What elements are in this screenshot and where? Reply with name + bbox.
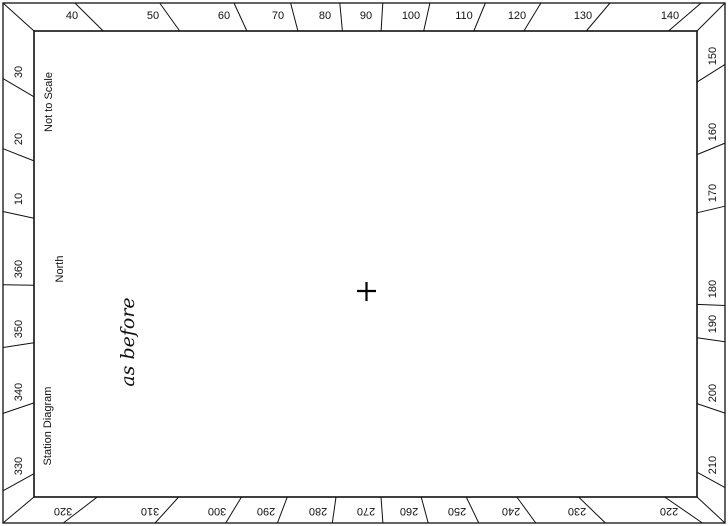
tick-label-170: 170 (707, 184, 719, 202)
degree-tick-labels: 40 50 60 70 80 90 100 110 120 130 140 320 310 300 290 2… (13, 10, 719, 517)
tick-label-220: 220 (660, 505, 678, 517)
direction-ray-180 (696, 303, 726, 306)
tick-label-340: 340 (13, 383, 25, 401)
direction-ray-140 (668, 2, 702, 32)
tick-label-130: 130 (574, 10, 592, 22)
direction-ray-70 (290, 2, 299, 32)
tick-label-190: 190 (707, 315, 719, 333)
direction-ray-150 (696, 63, 726, 83)
direction-ray-170 (696, 205, 726, 214)
direction-ray-90 (380, 2, 384, 32)
direction-ray-340 (2, 402, 35, 414)
direction-ray-360 (2, 284, 35, 286)
not-to-scale-label: Not to Scale (43, 72, 55, 132)
direction-ray-190 (696, 337, 726, 343)
station-marker-icon (357, 282, 376, 301)
direction-ray-10 (2, 211, 35, 219)
direction-ray-210 (696, 471, 726, 489)
tick-label-210: 210 (707, 456, 719, 474)
tick-label-30: 30 (13, 66, 25, 78)
corner-line (696, 2, 726, 32)
direction-ray-330 (2, 473, 35, 492)
tick-label-80: 80 (319, 10, 331, 22)
tick-label-270: 270 (357, 505, 375, 517)
tick-label-120: 120 (508, 10, 526, 22)
direction-ray-30 (2, 78, 35, 98)
direction-ray-250 (465, 496, 480, 524)
tick-label-320: 320 (54, 505, 72, 517)
tick-label-240: 240 (502, 505, 520, 517)
tick-label-310: 310 (141, 505, 159, 517)
direction-ray-110 (473, 2, 486, 32)
direction-ray-320 (62, 496, 98, 524)
direction-ray-280 (331, 496, 337, 524)
direction-ray-300 (225, 496, 242, 524)
tick-label-300: 300 (208, 505, 226, 517)
tick-label-20: 20 (13, 133, 25, 145)
direction-ray-230 (578, 496, 606, 524)
tick-label-60: 60 (218, 10, 230, 22)
tick-label-40: 40 (66, 10, 78, 22)
direction-ray-270 (380, 496, 384, 524)
tick-label-10: 10 (13, 193, 25, 205)
direction-ray-350 (2, 342, 35, 348)
tick-label-100: 100 (402, 10, 420, 22)
tick-label-50: 50 (147, 10, 159, 22)
tick-label-110: 110 (455, 10, 473, 22)
inner-plot-area (33, 30, 698, 498)
tick-label-160: 160 (707, 123, 719, 141)
tick-label-90: 90 (360, 10, 372, 22)
tick-label-180: 180 (707, 280, 719, 298)
direction-ray-80 (339, 2, 343, 32)
tick-label-360: 360 (13, 260, 25, 278)
direction-ray-260 (420, 496, 429, 524)
direction-ray-160 (696, 142, 726, 156)
tick-label-330: 330 (13, 457, 25, 475)
direction-ray-100 (423, 2, 431, 32)
tick-label-290: 290 (257, 505, 275, 517)
direction-ray-310 (154, 496, 180, 524)
direction-ray-130 (585, 2, 611, 32)
tick-label-230: 230 (568, 505, 586, 517)
direction-ray-220 (664, 496, 703, 524)
direction-ray-50 (159, 2, 181, 32)
corner-line (696, 496, 726, 524)
handwritten-note: as before (117, 297, 139, 387)
tick-label-200: 200 (707, 384, 719, 402)
tick-label-260: 260 (400, 505, 418, 517)
tick-label-280: 280 (309, 505, 327, 517)
tick-label-140: 140 (661, 10, 679, 22)
direction-ray-120 (523, 2, 542, 32)
tick-label-350: 350 (13, 320, 25, 338)
corner-line (2, 2, 35, 32)
direction-ray-240 (516, 496, 537, 524)
direction-ray-200 (696, 403, 726, 414)
tick-label-70: 70 (272, 10, 284, 22)
corner-line (2, 496, 35, 524)
direction-ray-60 (233, 2, 248, 32)
north-label: North (54, 255, 66, 283)
direction-ray-20 (2, 148, 35, 162)
direction-ray-290 (276, 496, 288, 524)
direction-ray-40 (74, 2, 104, 32)
station-diagram-title: Station Diagram (42, 386, 54, 466)
tick-label-150: 150 (707, 47, 719, 65)
tick-label-250: 250 (448, 505, 466, 517)
